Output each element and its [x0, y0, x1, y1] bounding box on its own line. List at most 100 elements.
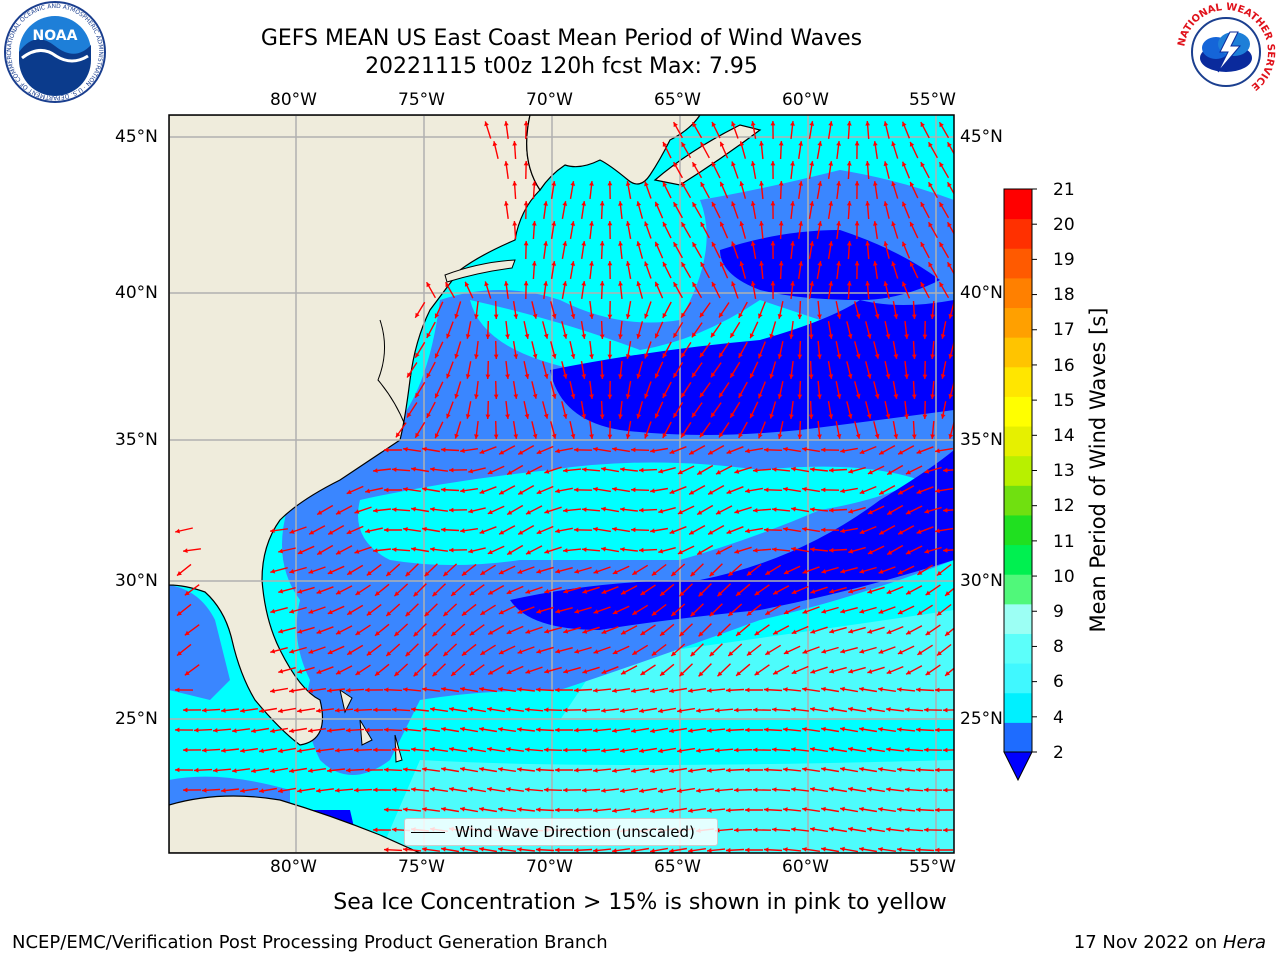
wave-direction-arrowhead [297, 669, 303, 674]
wave-direction-arrowhead [829, 786, 834, 792]
wave-direction-arrowhead [480, 610, 486, 615]
colorbar-segment [1004, 455, 1032, 486]
wave-direction-arrowhead [879, 450, 885, 455]
wave-direction-arrowhead [297, 629, 303, 634]
wave-direction-arrowhead [798, 221, 803, 226]
wave-direction-arrowhead [441, 686, 446, 692]
wave-direction-arrowhead [194, 727, 199, 733]
map-legend: Wind Wave Direction (unscaled) [404, 818, 718, 846]
wave-direction-arrowhead [783, 486, 788, 492]
wave-direction-arrowhead [916, 847, 921, 853]
wave-direction-arrowhead [555, 488, 560, 494]
wave-direction-arrowhead [719, 432, 724, 438]
wave-direction-arrowhead [878, 649, 884, 654]
wave-direction-arrowhead [570, 261, 576, 266]
wave-direction-arrowhead [939, 242, 944, 248]
wave-direction-arrowhead [507, 470, 513, 475]
wave-direction-arrowhead [506, 787, 511, 792]
wave-direction-arrowhead [916, 727, 921, 733]
wave-direction-arrowhead [874, 353, 880, 359]
wave-direction-arrowhead [513, 354, 519, 359]
wave-direction-arrowhead [517, 687, 522, 692]
wave-direction-arrowhead [465, 414, 471, 419]
wave-direction-arrowhead [734, 469, 740, 474]
wave-direction-arrowhead [935, 528, 940, 534]
wave-direction-arrowhead [474, 354, 479, 359]
wave-direction-arrowhead [753, 548, 758, 553]
wave-direction-arrowhead [259, 708, 264, 714]
wave-direction-arrowhead [411, 707, 416, 712]
wave-direction-arrowhead [746, 650, 752, 656]
wave-direction-arrowhead [446, 413, 451, 419]
wave-direction-arrowhead [883, 161, 889, 167]
wave-direction-arrowhead [184, 670, 190, 676]
wave-direction-arrowhead [891, 181, 896, 187]
wave-direction-arrowhead [734, 787, 739, 793]
wave-direction-arrowhead [810, 629, 816, 634]
wave-direction-arrowhead [817, 261, 823, 266]
wave-direction-arrowhead [221, 788, 226, 793]
colorbar-segment [1004, 426, 1032, 457]
wave-direction-arrowhead [943, 787, 948, 793]
wave-direction-arrowhead [625, 314, 631, 319]
wave-direction-arrowhead [745, 767, 750, 773]
wave-direction-arrowhead [810, 746, 815, 752]
wave-direction-arrowhead [384, 447, 389, 453]
wave-direction-arrowhead [731, 281, 736, 287]
wave-direction-arrowhead [692, 282, 697, 288]
wave-direction-arrowhead [654, 281, 660, 287]
wave-direction-arrowhead [746, 610, 752, 616]
wave-direction-arrowhead [413, 631, 419, 637]
wave-direction-arrowhead [883, 241, 889, 247]
wave-direction-arrowhead [507, 510, 513, 515]
wave-direction-arrowhead [562, 413, 568, 419]
wave-direction-arrowhead [893, 434, 899, 439]
wave-direction-arrowhead [460, 806, 465, 812]
wave-direction-arrowhead [879, 530, 885, 535]
wave-direction-arrowhead [506, 669, 512, 674]
wave-direction-arrowhead [551, 181, 557, 186]
wave-direction-arrowhead [499, 450, 505, 455]
land-cuba [169, 795, 421, 853]
wave-direction-arrowhead [802, 446, 807, 452]
wave-direction-arrowhead [607, 354, 613, 359]
wave-direction-arrowhead [479, 489, 485, 494]
wave-direction-arrowhead [809, 121, 815, 126]
wave-direction-arrowhead [867, 509, 873, 515]
wave-direction-arrowhead [878, 687, 883, 692]
wave-direction-arrowhead [460, 528, 465, 534]
wave-direction-arrowhead [893, 394, 899, 399]
wave-direction-arrowhead [316, 788, 321, 793]
wave-direction-arrowhead [251, 768, 256, 774]
wave-direction-arrowhead [691, 372, 697, 378]
wave-direction-arrowhead [582, 589, 588, 594]
chart-subtitle: 20221115 t00z 120h fcst Max: 7.95 [365, 54, 758, 79]
wave-direction-arrowhead [905, 787, 910, 792]
wave-direction-arrowhead [764, 847, 769, 853]
wave-direction-arrowhead [612, 486, 617, 492]
wave-direction-arrowhead [798, 181, 803, 186]
wave-direction-arrowhead [618, 201, 623, 206]
wave-direction-arrowhead [738, 432, 743, 438]
wave-direction-arrowhead [498, 649, 504, 655]
wave-direction-arrowhead [939, 122, 944, 128]
wave-direction-arrowhead [773, 670, 779, 675]
wave-direction-arrowhead [620, 547, 625, 552]
wave-direction-arrowhead [392, 467, 397, 472]
wave-direction-arrowhead [526, 550, 531, 555]
wave-direction-arrowhead [555, 448, 560, 454]
wave-direction-arrowhead [720, 141, 725, 147]
wave-direction-arrowhead [563, 787, 568, 793]
wave-direction-arrowhead [924, 509, 930, 514]
lon-label-top: 75°W [398, 90, 445, 110]
wave-direction-arrowhead [618, 414, 623, 419]
wave-direction-arrowhead [898, 490, 904, 495]
wave-direction-arrowhead [859, 609, 865, 614]
wave-direction-arrowhead [536, 847, 541, 853]
wave-direction-arrowhead [562, 373, 568, 379]
wave-direction-arrowhead [750, 241, 756, 246]
wave-direction-arrowhead [504, 121, 509, 126]
wave-direction-arrowhead [631, 728, 636, 734]
wave-direction-arrowhead [662, 261, 668, 267]
wave-direction-arrowhead [593, 526, 598, 532]
